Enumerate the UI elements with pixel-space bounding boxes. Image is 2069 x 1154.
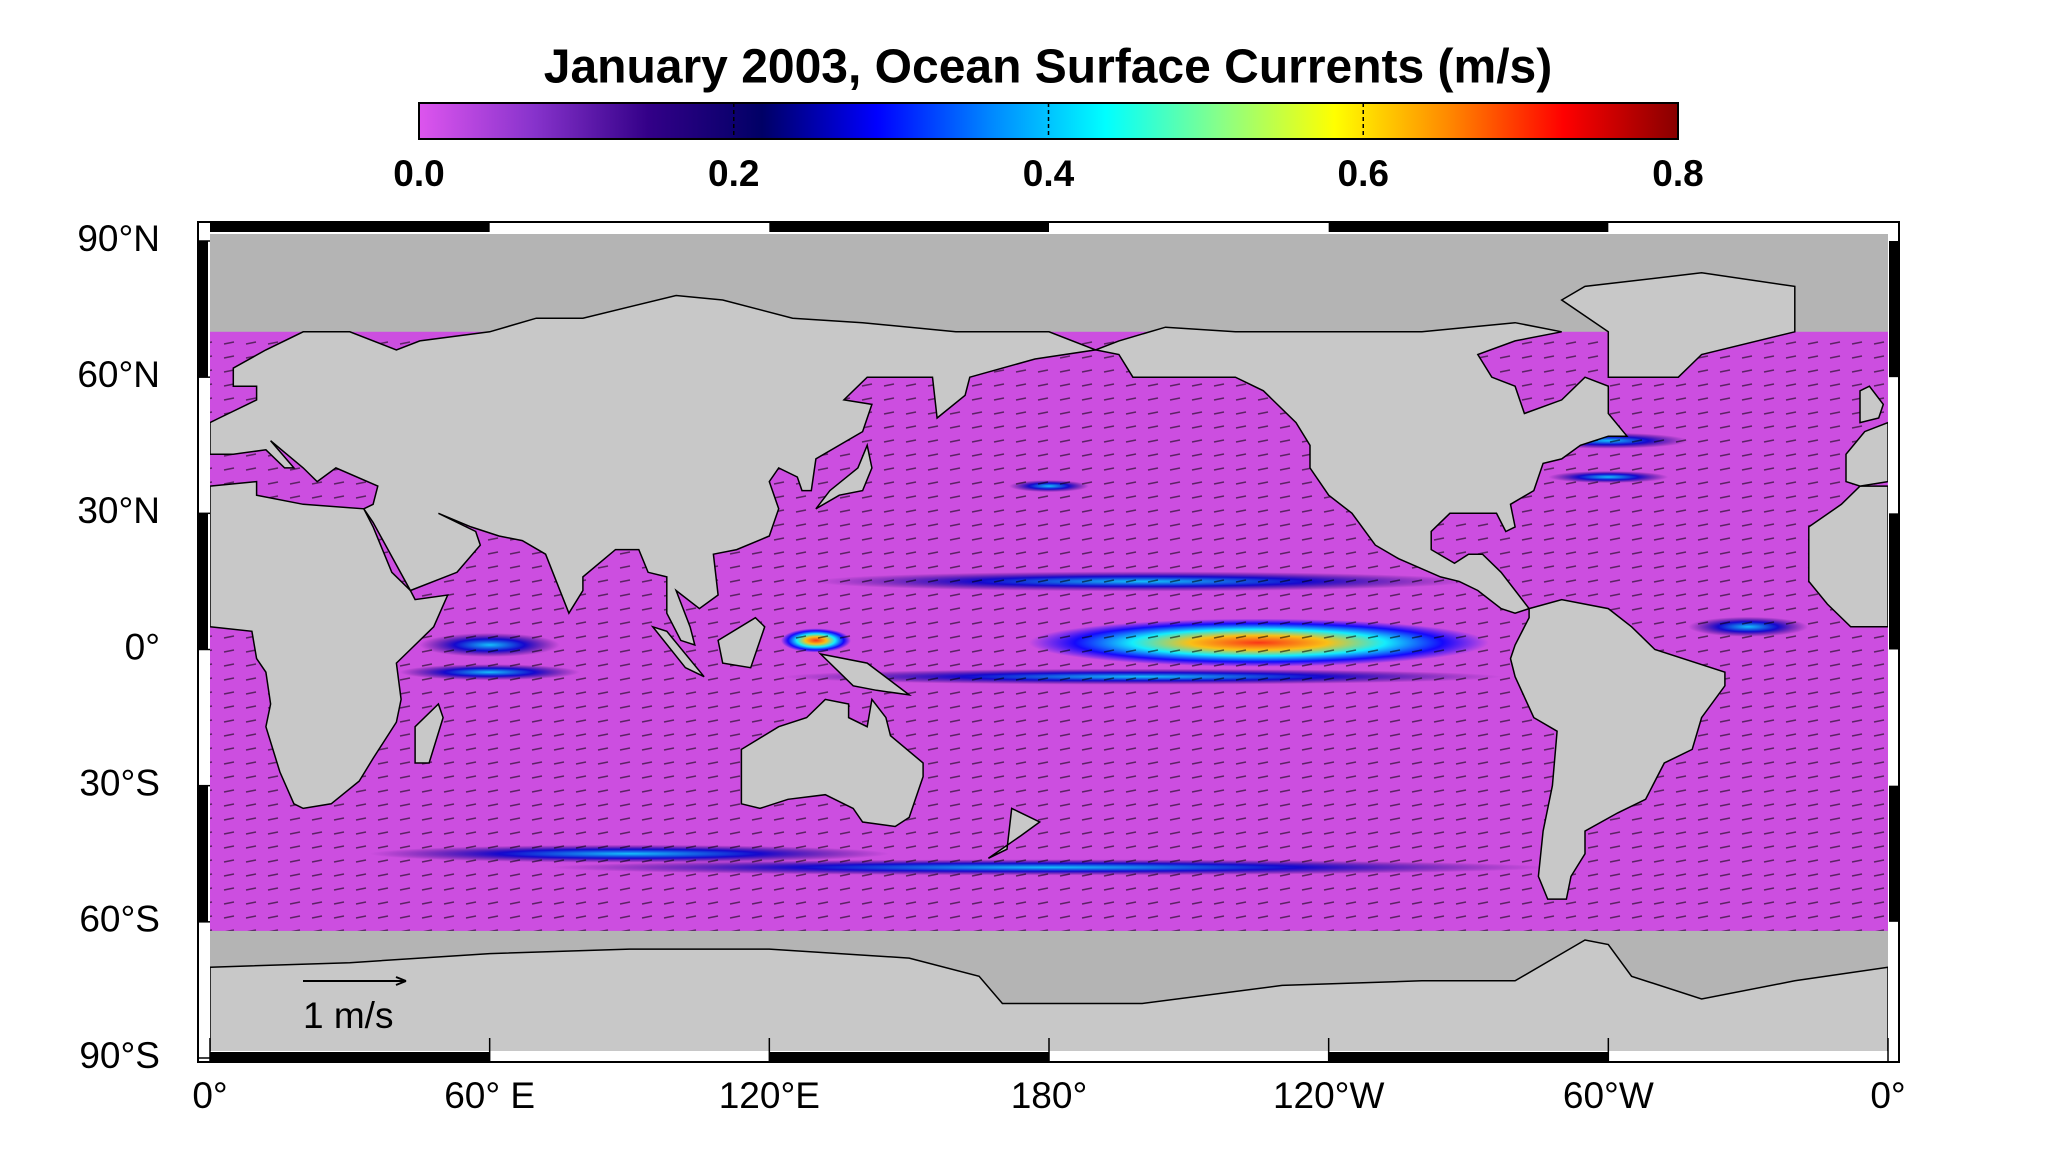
- frame-band: [198, 785, 208, 922]
- land: [210, 480, 449, 810]
- land: [987, 807, 1042, 859]
- y-tick-label: 90°S: [79, 1035, 160, 1076]
- x-tick-label: 180°: [1011, 1075, 1088, 1116]
- x-tick-label: 60° E: [444, 1075, 535, 1116]
- land: [1808, 485, 1888, 628]
- x-tick-label: 120°W: [1273, 1075, 1385, 1116]
- land: [650, 625, 705, 678]
- x-tick-label: 0°: [192, 1075, 227, 1116]
- colorbar-tick-label: 0.4: [1023, 153, 1075, 194]
- colorbar-tick-label: 0.6: [1338, 153, 1389, 194]
- frame-band: [198, 513, 208, 650]
- chart-title: January 2003, Ocean Surface Currents (m/…: [544, 41, 1552, 94]
- land: [1859, 385, 1885, 424]
- land: [210, 294, 1099, 647]
- y-tick-label: 30°S: [79, 762, 160, 803]
- frame-band: [1889, 513, 1899, 650]
- y-tick-label: 30°N: [77, 490, 160, 531]
- map: 90°N 60°N 30°N 0° 30°S 60°S 90°S 0° 60° E 120°E 18…: [77, 218, 1905, 1116]
- scale-label: 1 m/s: [303, 995, 393, 1036]
- frame-band: [1889, 241, 1899, 378]
- land: [1845, 421, 1888, 487]
- y-tick-label: 90°N: [77, 218, 160, 259]
- land: [1560, 272, 1796, 378]
- x-tick-label: 120°E: [719, 1075, 820, 1116]
- frame-band: [198, 241, 208, 378]
- frame-band: [1328, 1052, 1609, 1062]
- frame-band: [769, 222, 1049, 232]
- land: [818, 652, 912, 697]
- y-tick-label: 0°: [125, 626, 160, 667]
- colorbar-tick-label: 0.0: [393, 153, 444, 194]
- x-tick-label: 0°: [1870, 1075, 1905, 1116]
- colorbar: 0.0 0.2 0.4 0.6 0.8: [393, 102, 1704, 194]
- frame-band: [769, 1052, 1049, 1062]
- frame-band: [210, 1052, 490, 1062]
- land: [414, 702, 444, 764]
- land: [740, 697, 924, 828]
- frame-band: [1328, 222, 1609, 232]
- scale-arrowhead: [395, 976, 407, 986]
- frame-band: [210, 222, 490, 232]
- y-tick-label: 60°N: [77, 354, 160, 395]
- land: [815, 442, 873, 510]
- frame-band: [1889, 785, 1899, 922]
- colorbar-tick-label: 0.2: [708, 153, 759, 194]
- land: [1509, 598, 1726, 900]
- land: [717, 616, 766, 669]
- colorbar-tick-label: 0.8: [1652, 153, 1703, 194]
- land: [1092, 321, 1629, 614]
- x-tick-label: 60°W: [1563, 1075, 1654, 1116]
- y-tick-label: 60°S: [79, 899, 160, 940]
- land: [210, 939, 1888, 1051]
- map-body: [210, 234, 1888, 1051]
